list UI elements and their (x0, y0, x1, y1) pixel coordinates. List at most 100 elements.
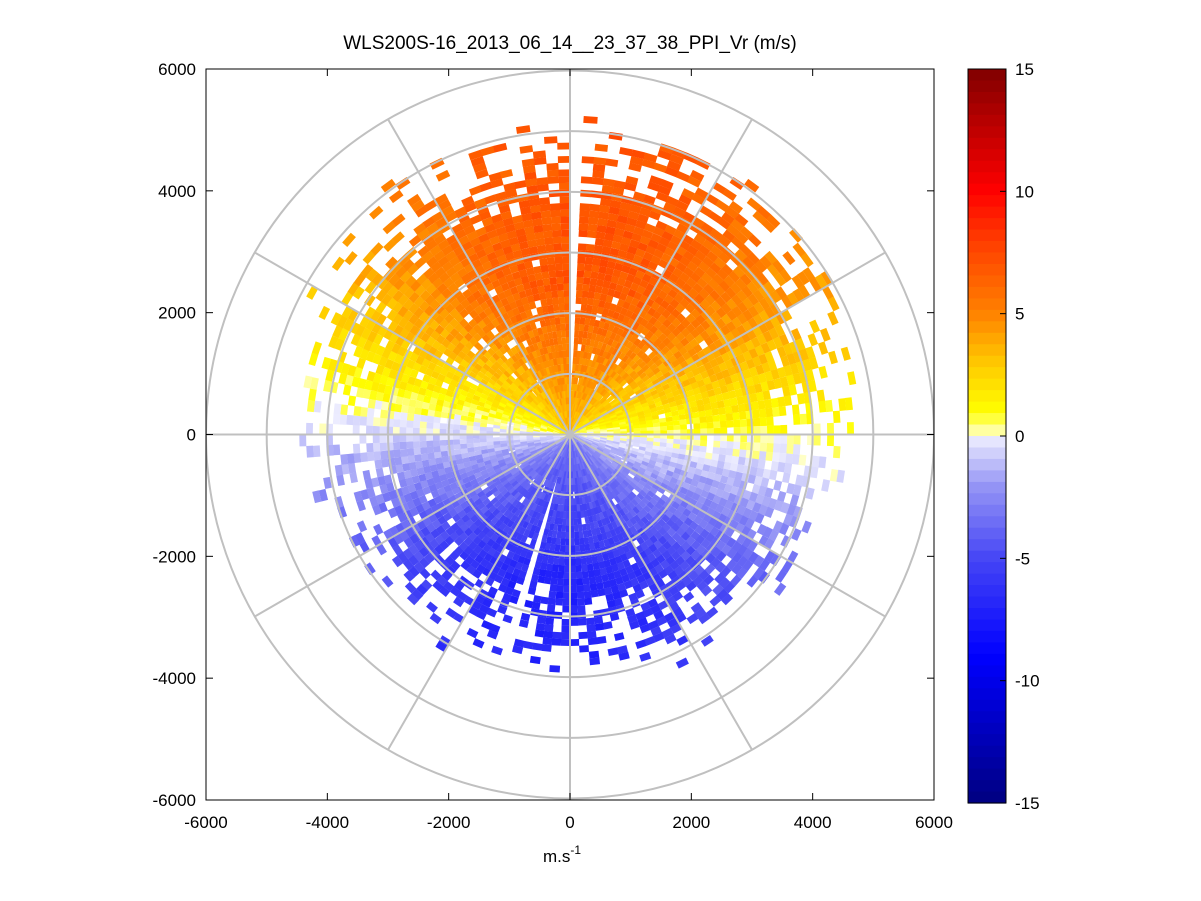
velocity-cell (731, 563, 743, 575)
colorbar-segment (968, 665, 1006, 678)
velocity-cell (721, 468, 731, 478)
velocity-cell (698, 288, 710, 300)
velocity-cell (659, 438, 668, 444)
velocity-cell (718, 234, 732, 247)
velocity-cell (658, 450, 666, 456)
velocity-cell (762, 526, 774, 539)
velocity-cell (705, 415, 714, 423)
velocity-cell (721, 211, 735, 225)
velocity-cell (736, 289, 748, 302)
velocity-cell (736, 544, 748, 556)
velocity-cell (708, 210, 722, 224)
velocity-cell (746, 197, 762, 212)
velocity-cell (764, 306, 776, 319)
velocity-cell (824, 399, 834, 413)
velocity-cell (673, 350, 683, 360)
velocity-cell (699, 445, 707, 453)
velocity-cell (569, 592, 578, 600)
velocity-cell (782, 513, 794, 526)
velocity-cell (561, 337, 567, 345)
velocity-cell (587, 570, 596, 578)
velocity-cell (673, 565, 684, 576)
velocity-cell (755, 364, 765, 376)
velocity-cell (764, 351, 775, 363)
velocity-cell (742, 297, 754, 310)
velocity-cell (818, 400, 827, 413)
velocity-cell (636, 511, 645, 520)
velocity-cell (594, 575, 603, 584)
velocity-cell (625, 387, 634, 395)
velocity-cell (802, 267, 816, 282)
velocity-cell (709, 526, 720, 537)
velocity-cell (808, 380, 817, 393)
velocity-cell (552, 303, 560, 312)
velocity-cell (588, 366, 595, 375)
velocity-cell (674, 496, 684, 505)
velocity-cell (346, 414, 354, 426)
velocity-cell (658, 323, 668, 334)
velocity-cell (533, 157, 547, 166)
velocity-cell (614, 375, 623, 383)
velocity-cell (678, 414, 687, 421)
velocity-cell (632, 475, 641, 483)
velocity-cell (359, 434, 367, 444)
velocity-cell (621, 393, 630, 401)
velocity-cell (574, 323, 580, 331)
velocity-cell (703, 458, 712, 466)
velocity-cell (601, 350, 609, 359)
velocity-cell (689, 169, 705, 182)
velocity-cell (656, 457, 664, 464)
velocity-cell (654, 401, 663, 408)
velocity-cell (727, 492, 737, 503)
velocity-cell (587, 637, 598, 646)
velocity-cell (659, 394, 668, 402)
velocity-cell (616, 367, 625, 376)
velocity-cell (541, 217, 552, 225)
colorbar-segment (968, 218, 1006, 231)
velocity-cell (724, 405, 733, 414)
velocity-cell (779, 269, 792, 283)
velocity-cell (605, 359, 613, 368)
velocity-cell (721, 544, 732, 556)
velocity-cell (721, 369, 731, 379)
velocity-cell (616, 327, 625, 337)
velocity-cell (767, 497, 778, 510)
velocity-cell (725, 287, 737, 299)
velocity-cell (745, 376, 755, 387)
velocity-cell (669, 298, 680, 309)
velocity-cell (629, 370, 637, 378)
velocity-cell (553, 243, 563, 251)
velocity-cell (626, 367, 634, 376)
velocity-cell (698, 451, 707, 459)
velocity-cell (542, 637, 553, 646)
velocity-cell (682, 266, 695, 278)
velocity-cell (619, 147, 633, 157)
velocity-cell (640, 344, 650, 353)
velocity-cell (555, 591, 564, 599)
velocity-cell (643, 504, 652, 514)
velocity-cell (706, 606, 719, 619)
velocity-cell (587, 230, 597, 239)
velocity-cell (778, 333, 790, 347)
velocity-cell (699, 528, 710, 539)
velocity-cell (638, 479, 647, 487)
velocity-cell (700, 222, 714, 234)
velocity-cell (636, 285, 646, 295)
velocity-cell (695, 314, 706, 325)
velocity-cell (636, 492, 645, 501)
velocity-cell (624, 223, 636, 233)
colorbar-segment (968, 539, 1006, 552)
velocity-cell (746, 499, 756, 511)
velocity-cell (551, 216, 562, 224)
velocity-cell (621, 574, 631, 583)
velocity-cell (821, 285, 834, 300)
velocity-cell (588, 576, 597, 585)
velocity-cell (606, 522, 614, 531)
velocity-cell (718, 577, 731, 589)
velocity-cell (772, 406, 780, 417)
velocity-cell (602, 365, 609, 374)
velocity-cell (713, 257, 726, 269)
velocity-cell (816, 389, 826, 402)
velocity-cell (746, 575, 759, 588)
colorbar-segment (968, 390, 1006, 403)
